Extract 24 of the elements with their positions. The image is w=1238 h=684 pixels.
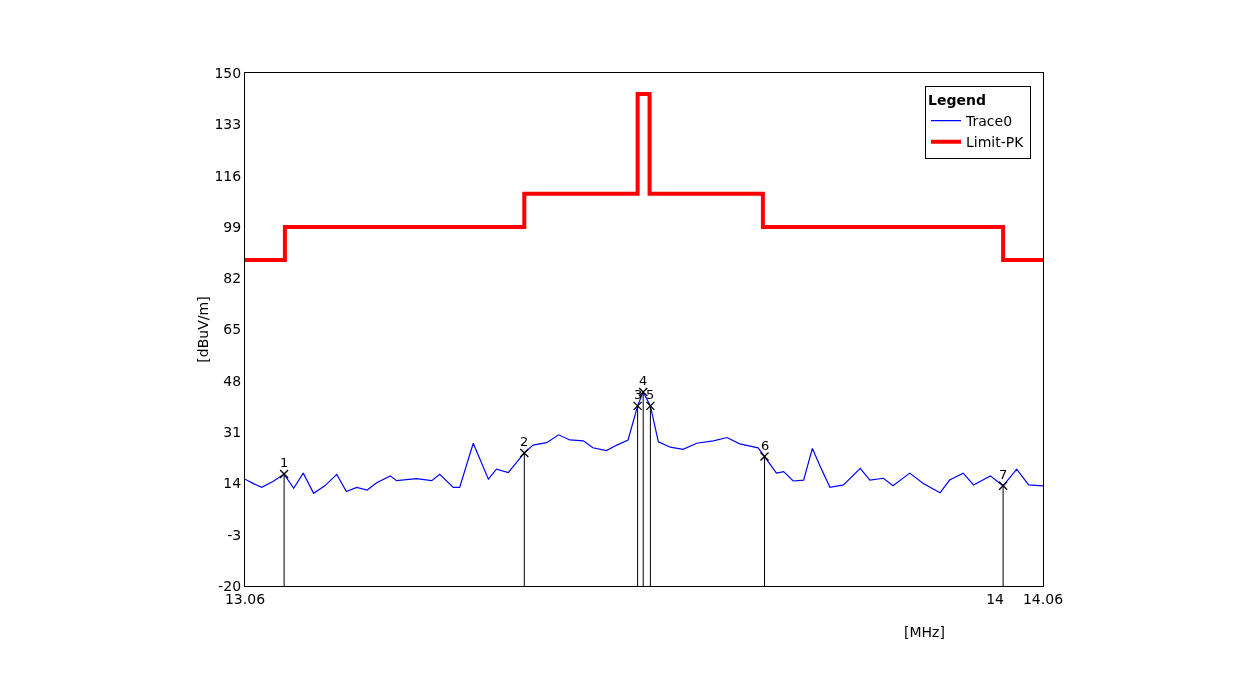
annotation: 3 [634, 387, 643, 402]
y-tick-label: 116 [214, 167, 242, 184]
annotation: 4 [639, 373, 648, 388]
y-tick-label: 82 [223, 270, 242, 287]
y-tick-label: 150 [214, 64, 242, 81]
annotation: 7 [999, 467, 1008, 482]
y-tick-label: 14 [223, 475, 242, 492]
annotation: 6 [761, 438, 770, 453]
x-tick-label: 14.06 [1022, 590, 1064, 607]
annotation: 2 [520, 434, 529, 449]
y-tick-label: -3 [227, 526, 242, 543]
annotation: 1 [280, 455, 289, 470]
annotation: 5 [646, 387, 655, 402]
legend-label: Limit-PK [966, 134, 1025, 151]
x-axis-title: [MHz] [904, 624, 945, 640]
y-tick-label: 65 [223, 321, 242, 338]
x-tick-label: 14 [986, 590, 1005, 607]
y-tick-label: 31 [223, 424, 242, 440]
y-tick-label: 99 [223, 218, 242, 235]
y-tick-label: 48 [223, 372, 242, 389]
y-tick-label: 133 [214, 116, 242, 133]
legend-title: Legend [928, 92, 986, 109]
y-axis-title: [dBuV/m] [195, 296, 212, 363]
legend-label: Trace0 [965, 113, 1013, 130]
